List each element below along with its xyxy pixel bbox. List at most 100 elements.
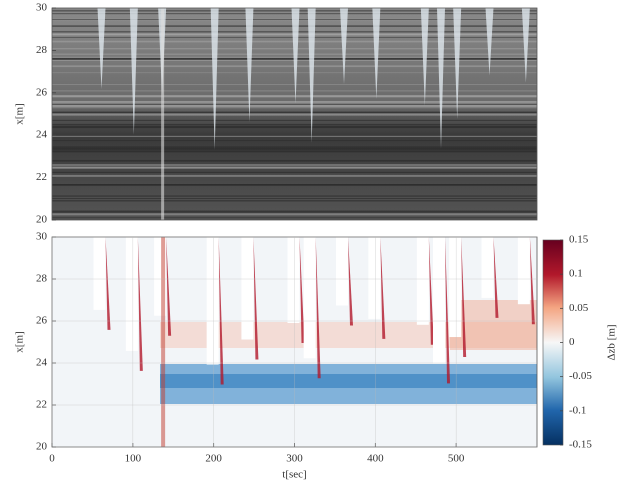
texture [303,237,316,359]
x-tick-label: 100 [125,453,142,465]
texture [52,151,537,153]
texture [340,8,348,85]
texture [52,102,537,105]
texture [493,237,499,318]
x-tick-label: 500 [448,453,465,465]
texture [52,101,537,103]
plot-frame [51,7,538,221]
texture [52,167,537,169]
texture [416,237,429,325]
texture [241,237,254,340]
texture [368,237,381,319]
texture [52,111,537,113]
texture [52,147,537,149]
y-tick-label: 28 [36,44,48,56]
texture [253,237,259,360]
texture [161,8,165,220]
x-tick-label: 0 [49,453,55,465]
texture [420,8,429,106]
texture [52,103,537,105]
texture [52,96,537,98]
texture [52,184,537,186]
x-axis-label: t[sec] [282,469,306,481]
texture [445,237,450,384]
texture [437,8,445,149]
texture [52,113,537,116]
y-axis-label: x[m] [14,103,26,124]
texture [52,125,537,128]
texture [481,237,494,298]
y-tick-label: 24 [36,129,48,141]
texture [52,213,537,216]
texture [453,8,462,120]
texture [52,90,537,92]
timestack-image [52,8,537,220]
texture [485,8,494,76]
texture [218,237,224,385]
texture [52,105,537,108]
texture [52,195,537,197]
texture [52,113,537,115]
texture [428,237,434,345]
y-tick-label: 26 [36,315,48,327]
y-tick-label: 22 [36,399,47,411]
texture [461,237,467,358]
x-tick-label: 200 [205,453,222,465]
texture [245,8,254,122]
texture [93,237,106,310]
texture [52,211,537,213]
colorbar-tick-label: 0.15 [569,234,589,246]
texture [52,84,537,85]
y-tick-label: 28 [36,273,48,285]
x-tick-label: 300 [286,453,303,465]
texture [166,237,172,336]
texture [433,237,445,364]
y-tick-label: 30 [36,2,48,14]
texture [52,112,537,114]
texture [97,8,106,89]
texture [161,237,166,447]
texture [380,237,386,339]
colorbar-tick-label: -0.05 [569,370,592,382]
texture [449,237,462,338]
texture [315,237,321,379]
texture [52,140,537,142]
colorbar-tick-label: -0.15 [569,439,592,451]
texture [52,111,537,114]
texture [307,8,316,143]
texture [125,237,138,351]
texture [52,123,537,126]
texture [137,237,143,371]
texture [206,237,219,365]
texture [299,237,305,344]
colorbar-label: Δzb [m] [606,324,618,360]
texture [287,237,300,324]
x-tick-label: 400 [367,453,384,465]
texture [52,198,537,200]
texture [210,8,219,150]
y-tick-label: 30 [36,231,48,243]
y-tick-label: 20 [36,441,48,453]
colorbar-tick-label: 0.05 [569,302,589,314]
texture [52,210,537,212]
texture [52,171,537,173]
colorbar-tick-label: 0.1 [569,268,583,280]
texture [336,237,348,306]
texture [52,150,537,152]
colorbar-tick-label: -0.1 [569,404,586,416]
texture [52,164,537,166]
texture [291,8,300,104]
texture [52,146,537,148]
y-tick-label: 22 [36,171,47,183]
texture [52,159,537,162]
y-tick-label: 20 [36,214,48,226]
texture [52,147,537,150]
colorbar-tick-label: 0 [569,336,575,348]
texture [52,126,537,129]
texture [105,237,111,330]
texture [52,200,537,202]
texture [517,237,530,305]
texture [52,217,537,220]
y-tick-label: 24 [36,357,48,369]
